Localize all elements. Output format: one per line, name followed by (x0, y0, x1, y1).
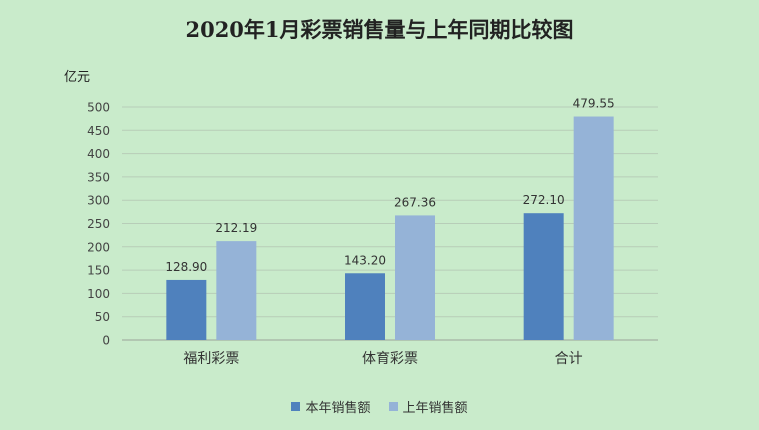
bar-current-year-3 (523, 213, 564, 340)
bar-current-year-2 (345, 273, 385, 340)
legend-swatch-current-year (291, 402, 301, 411)
y-tick-label-50: 50 (95, 310, 110, 324)
data-label-previous-year-2: 267.36 (394, 195, 436, 209)
legend-label-previous-year: 上年销售额 (402, 401, 468, 416)
y-tick-label-0: 0 (102, 334, 110, 348)
data-label-current-year-1: 128.90 (165, 260, 207, 274)
bar-previous-year-3 (573, 116, 614, 341)
y-tick-label-200: 200 (87, 240, 110, 254)
y-tick-label-100: 100 (87, 287, 110, 301)
bar-previous-year-1 (216, 241, 257, 340)
y-tick-label-300: 300 (87, 194, 110, 208)
y-tick-label-500: 500 (87, 101, 110, 115)
data-label-current-year-2: 143.20 (344, 253, 386, 267)
data-label-current-year-3: 272.10 (523, 193, 565, 207)
x-category-label-1: 福利彩票 (183, 351, 239, 367)
y-tick-label-400: 400 (87, 147, 110, 161)
y-tick-label-250: 250 (87, 217, 110, 231)
x-category-label-3: 合计 (555, 351, 583, 367)
data-label-previous-year-1: 212.19 (215, 221, 257, 235)
legend-swatch-previous-year (388, 402, 398, 411)
legend-label-current-year: 本年销售额 (305, 401, 371, 416)
y-tick-label-150: 150 (87, 264, 110, 278)
y-axis-unit-label: 亿元 (64, 70, 91, 85)
chart-title: 2020年1月彩票销售量与上年同期比较图 (185, 17, 574, 42)
bar-previous-year-2 (395, 215, 435, 340)
bar-current-year-1 (166, 279, 207, 340)
chart-legend: 本年销售额 上年销售额 (0, 397, 759, 416)
y-tick-label-450: 450 (87, 124, 110, 138)
legend-item-previous-year: 上年销售额 (388, 397, 468, 416)
data-label-previous-year-3: 479.55 (573, 97, 615, 111)
y-tick-label-350: 350 (87, 170, 110, 184)
x-category-label-2: 体育彩票 (362, 351, 418, 367)
legend-item-current-year: 本年销售额 (291, 397, 371, 416)
